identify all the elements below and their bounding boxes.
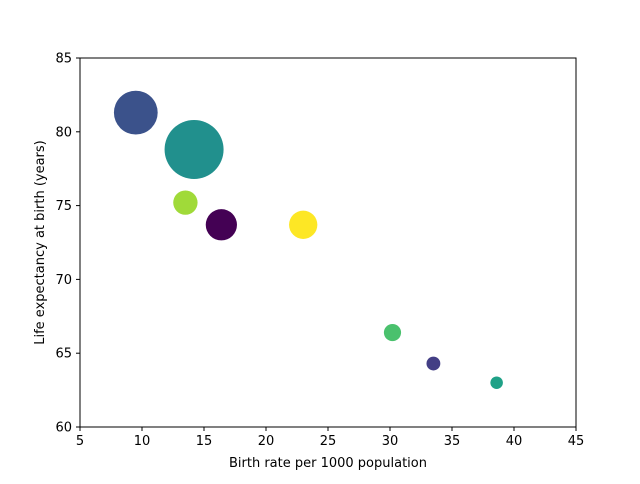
x-axis-ticks: 5 10 15 20 25 30 35 40 45 bbox=[76, 427, 584, 449]
x-tick-label: 10 bbox=[134, 434, 151, 449]
data-point bbox=[426, 356, 441, 371]
y-tick-label: 75 bbox=[55, 199, 72, 214]
plot-background bbox=[80, 58, 576, 427]
plot-frame bbox=[79, 57, 577, 428]
data-point bbox=[289, 210, 318, 239]
y-axis-ticks: 60 65 70 75 80 85 bbox=[55, 52, 80, 436]
data-point bbox=[173, 190, 198, 215]
x-tick-label: 15 bbox=[196, 434, 213, 449]
data-point bbox=[113, 90, 158, 135]
x-tick-label: 30 bbox=[382, 434, 399, 449]
x-axis-label: Birth rate per 1000 population bbox=[229, 456, 427, 471]
y-tick-label: 65 bbox=[55, 347, 72, 362]
data-point bbox=[383, 323, 402, 342]
data-point bbox=[164, 120, 224, 180]
x-tick-label: 5 bbox=[76, 434, 84, 449]
x-tick-label: 40 bbox=[506, 434, 523, 449]
x-tick-label: 45 bbox=[568, 434, 585, 449]
x-tick-label: 20 bbox=[258, 434, 275, 449]
y-axis-label: Life expectancy at birth (years) bbox=[33, 140, 48, 345]
y-tick-label: 85 bbox=[55, 52, 72, 67]
x-tick-label: 25 bbox=[320, 434, 337, 449]
data-point bbox=[490, 376, 503, 389]
x-tick-label: 35 bbox=[444, 434, 461, 449]
y-tick-label: 70 bbox=[55, 273, 72, 288]
points-layer bbox=[113, 90, 503, 389]
y-tick-label: 80 bbox=[55, 125, 72, 140]
y-tick-label: 60 bbox=[55, 421, 72, 436]
data-point bbox=[205, 209, 237, 241]
